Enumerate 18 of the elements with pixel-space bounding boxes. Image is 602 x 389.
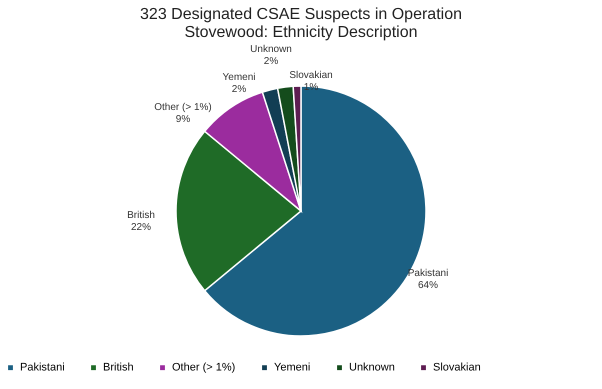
legend-label: Yemeni xyxy=(274,362,310,374)
slice-label: British xyxy=(127,210,155,221)
slice-label: Pakistani xyxy=(408,268,448,279)
legend-label: Slovakian xyxy=(433,362,481,374)
data-label: 9% xyxy=(176,114,190,125)
legend-label: Other (> 1%) xyxy=(172,362,236,374)
slice-label: Other (> 1%) xyxy=(154,102,212,113)
slice-label: Yemeni xyxy=(222,72,256,83)
chart-title: 323 Designated CSAE Suspects in Operation Stovewood: Ethnicity Description xyxy=(140,6,462,41)
legend-label: British xyxy=(103,362,134,374)
data-label: 64% xyxy=(418,280,438,291)
slice-label: Unknown xyxy=(250,44,292,55)
data-label: 2% xyxy=(232,84,246,95)
legend-label: Unknown xyxy=(349,362,395,374)
data-label: 22% xyxy=(130,222,152,233)
data-label: 2% xyxy=(264,56,278,67)
slice-label: Slovakian xyxy=(289,70,333,81)
legend-label: Pakistani xyxy=(20,362,65,374)
